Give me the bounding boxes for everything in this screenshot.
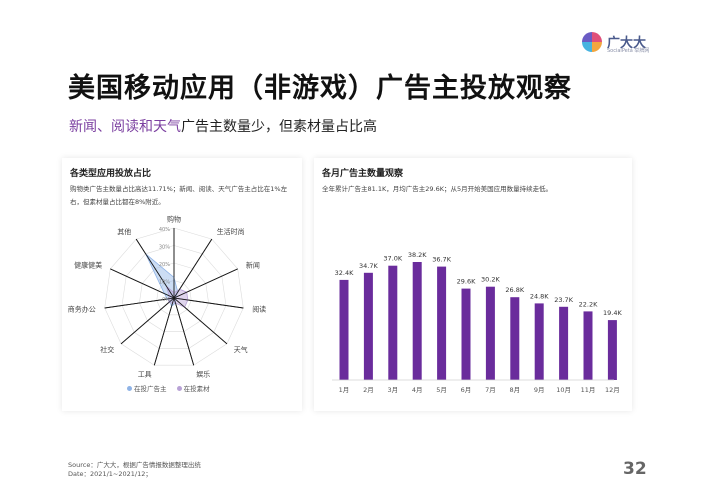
- x-tick-label: 6月: [461, 386, 472, 394]
- bar-value-label: 29.6K: [457, 278, 476, 286]
- bar-12: [607, 320, 617, 380]
- radar-spoke-overlay: [173, 297, 244, 309]
- radar-category-label: 娱乐: [196, 369, 210, 378]
- bar-7: [485, 286, 495, 380]
- bar-11: [583, 311, 593, 380]
- x-tick-label: 5月: [436, 386, 447, 394]
- bar-value-label: 26.8K: [505, 286, 524, 294]
- x-tick-label: 10月: [556, 386, 571, 394]
- logo-text: 广大大: [607, 36, 647, 51]
- x-tick-label: 2月: [363, 386, 374, 394]
- legend-label-creatives: 在投素材: [183, 385, 210, 393]
- radar-spoke-overlay: [135, 238, 175, 299]
- radar-category-label: 社交: [100, 345, 114, 354]
- bar-9: [534, 303, 544, 380]
- legend-swatch-creatives: [176, 385, 182, 391]
- radar-grid-ring: [156, 280, 192, 316]
- bar-value-label: 34.7K: [359, 262, 378, 270]
- bar-3: [388, 265, 398, 380]
- bar-value-label: 19.4K: [603, 309, 622, 317]
- bar-5: [437, 266, 447, 380]
- page-number: 32: [623, 459, 647, 479]
- radar-category-label: 其他: [117, 227, 131, 236]
- bar-value-label: 30.2K: [481, 276, 500, 284]
- radar-category-label: 健康健美: [74, 261, 102, 270]
- bar-1: [339, 279, 349, 380]
- radar-category-label: 商务办公: [68, 305, 96, 314]
- bar-4: [412, 262, 422, 380]
- bar-10: [559, 306, 569, 380]
- footer-date: Date：2021/1~2021/12；: [68, 470, 152, 478]
- x-tick-label: 12月: [605, 386, 620, 394]
- legend-swatch-advertisers: [127, 385, 132, 391]
- radar-spoke-overlay: [110, 268, 175, 299]
- bar-value-label: 36.7K: [432, 256, 451, 264]
- x-tick-label: 11月: [581, 386, 596, 394]
- footer: Source：广大大，根据广告情报数据整理出统 Date：2021/1~2021…: [68, 461, 201, 479]
- bar-value-label: 37.0K: [383, 255, 402, 263]
- radar-tick-label: 30%: [159, 245, 170, 251]
- radar-category-label: 新闻: [246, 261, 260, 270]
- radar-category-label: 工具: [138, 370, 152, 378]
- radar-tick-label: 20%: [159, 262, 170, 268]
- radar-spoke-overlay: [173, 268, 238, 299]
- radar-tick-label: 40%: [159, 227, 170, 233]
- x-tick-label: 8月: [509, 386, 520, 394]
- bar-value-label: 32.4K: [335, 269, 354, 277]
- radar-grid-ring: [121, 245, 227, 349]
- bar-chart: 32.4K 1月 34.7K 2月 37.0K 3月 38.2K 4月 36.7K 5月 29.6K…: [332, 251, 622, 394]
- radar-category-label: 生活时尚: [217, 227, 245, 236]
- bar-value-label: 24.8K: [530, 292, 549, 300]
- radar-spoke-overlay: [173, 297, 195, 366]
- legend-label-advertisers: 在投广告主: [134, 385, 167, 393]
- radar-card: 各类型应用投放占比 购物类广告主数量占比高达11.71%；新闻、阅读、天气广告主…: [62, 158, 302, 411]
- bar-6: [461, 288, 471, 380]
- radar-spoke-overlay: [104, 297, 175, 309]
- page-title: 美国移动应用（非游戏）广告主投放观察: [68, 73, 572, 104]
- radar-card-title: 各类型应用投放占比: [70, 169, 152, 179]
- radar-spoke-overlay: [173, 297, 228, 345]
- radar-card-desc: 购物类广告主数量占比高达11.71%；新闻、阅读、天气广告主占比在1%左右，但素…: [70, 185, 288, 206]
- radar-grid-ring: [139, 262, 209, 332]
- x-tick-label: 4月: [412, 386, 423, 394]
- radar-spoke-overlay: [173, 238, 213, 299]
- x-tick-label: 1月: [339, 386, 350, 394]
- logo-mark-icon: [582, 32, 602, 52]
- x-tick-label: 3月: [387, 386, 398, 394]
- radar-legend: 在投广告主 在投素材: [127, 383, 210, 393]
- subtitle-rest: 广告主数量少，但素材量占比高: [181, 119, 377, 135]
- footer-source: Source：广大大，根据广告情报数据整理出统: [68, 461, 201, 469]
- bar-value-label: 38.2K: [408, 251, 427, 259]
- logo-subtext: SocialPeta 举牌网: [607, 48, 650, 54]
- radar-tick-label: 0%: [162, 297, 170, 303]
- radar-grid-ring: [104, 227, 244, 366]
- radar-spoke-overlay: [120, 297, 175, 345]
- bar-card-title: 各月广告主数量观察: [322, 169, 404, 179]
- radar-category-label: 阅读: [252, 305, 266, 314]
- x-tick-label: 7月: [485, 386, 496, 394]
- bar-8: [510, 297, 520, 380]
- x-tick-label: 9月: [534, 386, 545, 394]
- bar-2: [363, 272, 373, 380]
- bar-value-label: 23.7K: [554, 296, 573, 304]
- bar-card-desc: 全年累计广告主81.1K，月均广告主29.6K；从5月开始美国应用数量持续走低。: [322, 185, 553, 193]
- radar-tick-label: 10%: [159, 280, 170, 286]
- radar-category-label: 购物: [167, 215, 181, 224]
- radar-category-label: 天气: [234, 345, 248, 354]
- page-subtitle: 新闻、阅读和天气广告主数量少，但素材量占比高: [69, 116, 377, 136]
- radar-spoke-overlay: [153, 297, 175, 366]
- brand-logo: 广大大 SocialPeta 举牌网: [581, 31, 661, 55]
- bar-value-label: 22.2K: [579, 300, 598, 308]
- subtitle-highlight: 新闻、阅读和天气: [69, 119, 181, 135]
- bar-card: 各月广告主数量观察 全年累计广告主81.1K，月均广告主29.6K；从5月开始美…: [314, 158, 632, 411]
